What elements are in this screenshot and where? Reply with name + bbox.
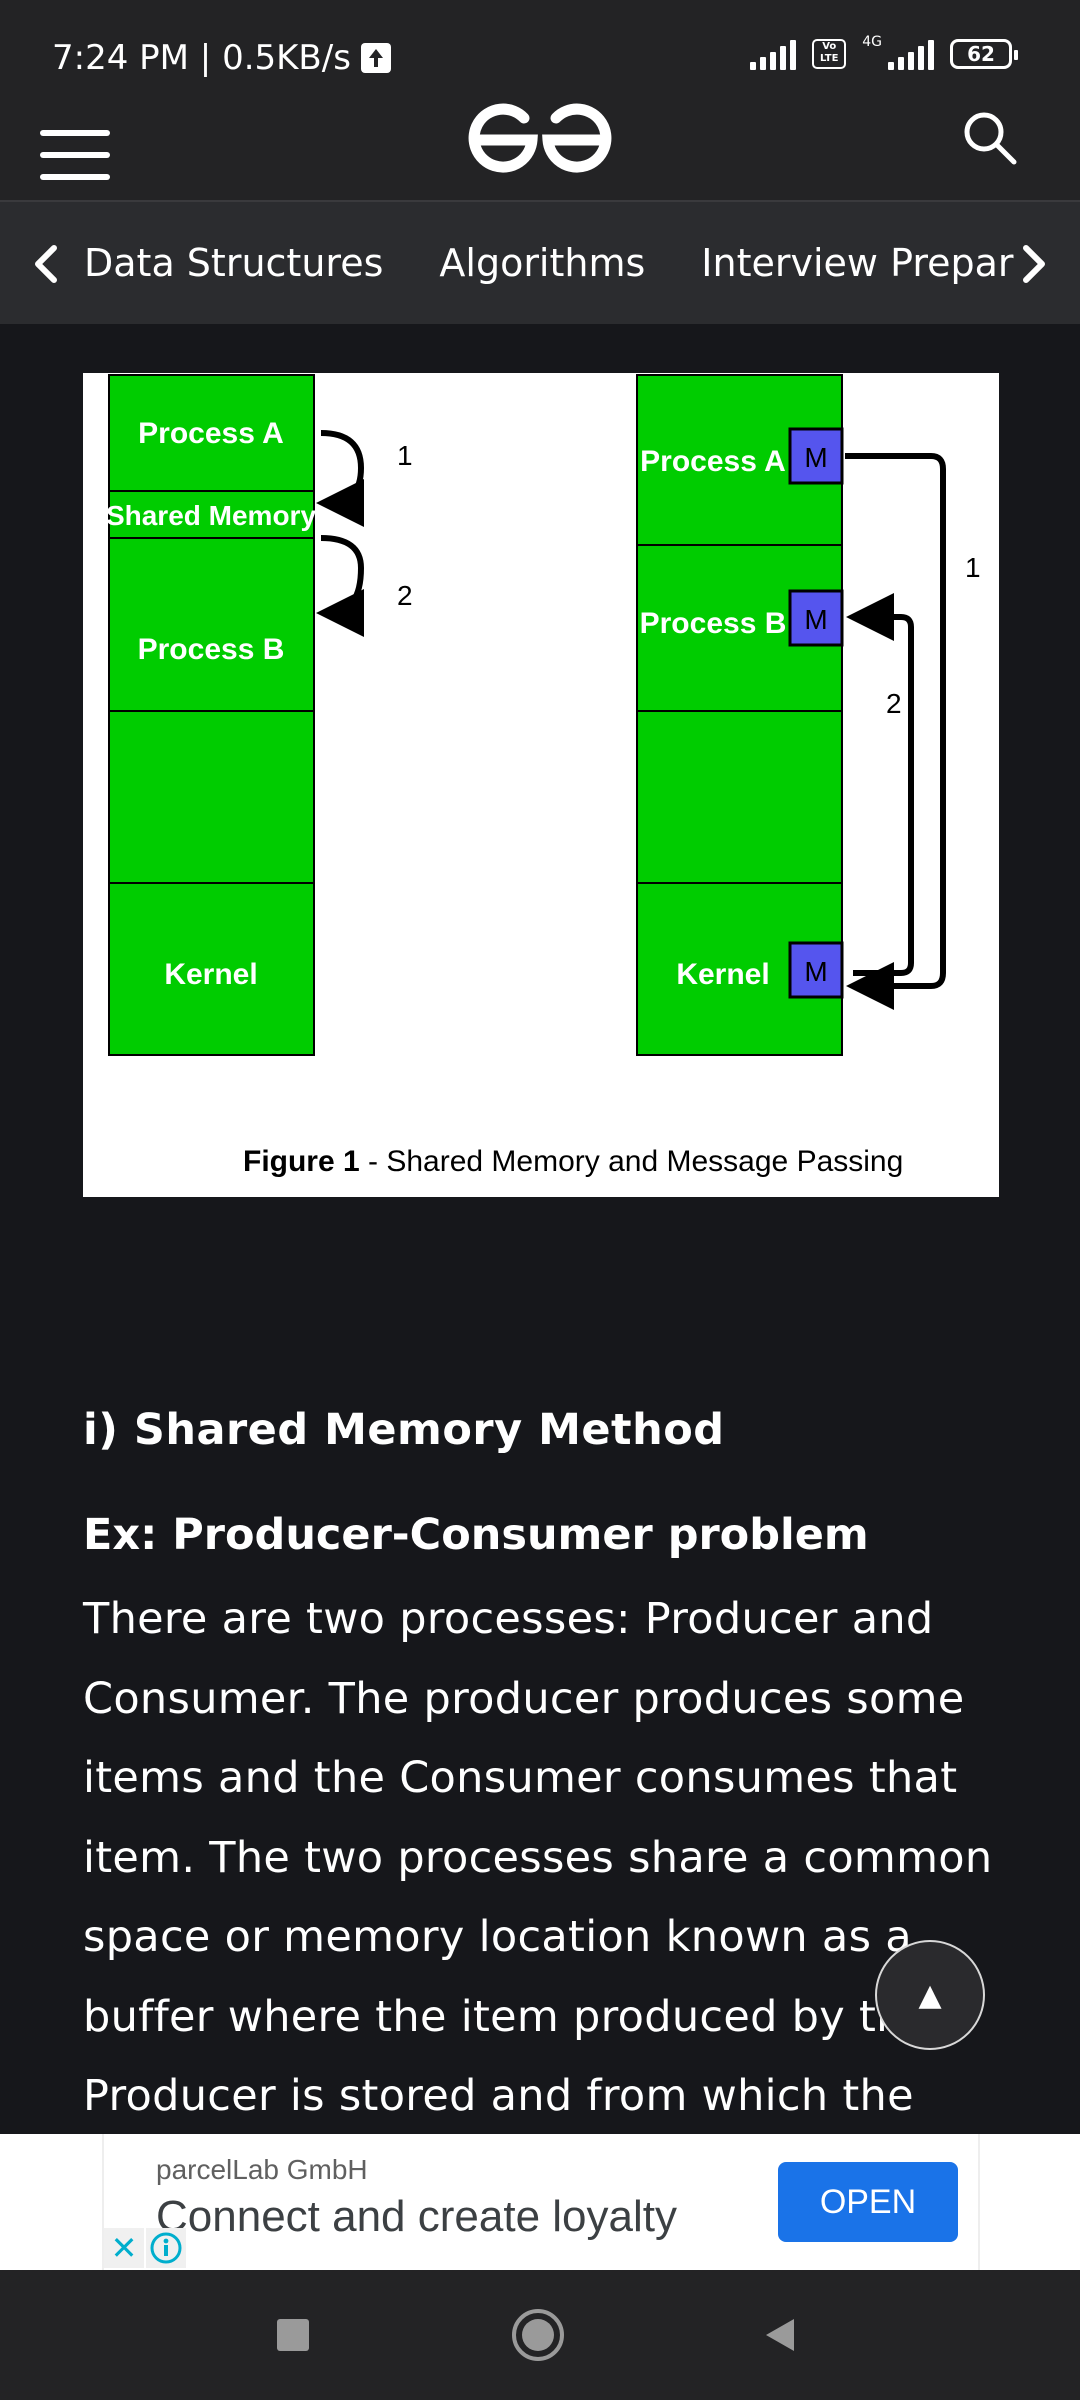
left-memory-column: Process A Shared Memory Process B Kernel: [106, 374, 316, 1056]
ad-banner[interactable]: parcelLab GmbH Connect and create loyalt…: [0, 2134, 1080, 2270]
left-process-b-label: Process B: [138, 633, 285, 666]
hamburger-menu-icon[interactable]: [40, 130, 110, 182]
section-heading: i) Shared Memory Method: [83, 1405, 725, 1455]
category-nav: Data Structures Algorithms Interview Pre…: [0, 202, 1080, 324]
figure-caption-bold: Figure 1: [243, 1145, 360, 1178]
category-list: Data Structures Algorithms Interview Pre…: [84, 202, 1014, 324]
ad-headline[interactable]: Connect and create loyalty: [156, 2192, 677, 2241]
right-arrow-2-label: 2: [886, 688, 902, 719]
right-process-b-label: Process B: [640, 607, 787, 640]
left-shared-memory-label: Shared Memory: [106, 500, 316, 531]
category-item-data-structures[interactable]: Data Structures: [84, 241, 384, 285]
battery-icon: 62: [950, 39, 1018, 69]
ad-open-button[interactable]: OPEN: [778, 2162, 958, 2242]
right-arrow-1-label: 1: [965, 552, 981, 583]
back-icon[interactable]: [750, 2305, 810, 2365]
article-body: i) Shared Memory Method Ex: Producer-Con…: [83, 1400, 1013, 2121]
status-time-speed: 7:24 PM | 0.5KB/s: [52, 38, 351, 78]
figure-caption-rest: - Shared Memory and Message Passing: [360, 1145, 904, 1178]
volte-icon: Vo LTE: [812, 39, 847, 69]
right-process-a-label: Process A: [640, 445, 786, 478]
ad-info-icon[interactable]: [146, 2228, 186, 2268]
left-arrow-1-label: 1: [397, 440, 413, 471]
scroll-to-top-button[interactable]: ▲: [875, 1940, 985, 2050]
upload-icon: [360, 43, 391, 73]
chevron-left-icon[interactable]: [30, 242, 60, 286]
message-box-kernel-label: M: [804, 956, 827, 987]
arrow-up-icon: ▲: [918, 1977, 942, 2013]
battery-level: 62: [967, 42, 995, 66]
message-box-a: [788, 427, 844, 485]
category-item-interview-preparation[interactable]: Interview Preparati: [701, 241, 1014, 285]
figure-diagram: Process A Shared Memory Process B Kernel…: [106, 374, 981, 1178]
home-icon[interactable]: [508, 2305, 568, 2365]
chevron-right-icon[interactable]: [1020, 242, 1050, 286]
left-arrow-2-label: 2: [397, 580, 413, 611]
recents-icon[interactable]: [263, 2305, 323, 2365]
figure-shared-memory-message-passing: Process A Shared Memory Process B Kernel…: [83, 373, 999, 1197]
status-left: 7:24 PM | 0.5KB/s: [52, 38, 391, 78]
figure-caption: Figure 1 - Shared Memory and Message Pas…: [243, 1145, 903, 1178]
example-heading: Ex: Producer-Consumer problem: [83, 1510, 869, 1560]
left-process-a-label: Process A: [138, 417, 284, 450]
message-box-b: [788, 589, 844, 647]
category-item-algorithms[interactable]: Algorithms: [439, 241, 646, 285]
message-box-kernel: [788, 941, 844, 999]
right-arrows: 1 2: [845, 453, 981, 1010]
network-type: 4G: [862, 34, 882, 50]
message-box-b-label: M: [804, 604, 827, 635]
geeksforgeeks-logo-icon[interactable]: [462, 90, 618, 180]
system-nav-bar: [0, 2270, 1080, 2400]
left-kernel-label: Kernel: [164, 958, 257, 991]
message-box-a-label: M: [804, 442, 827, 473]
status-bar: 7:24 PM | 0.5KB/s Vo LTE 4G 62: [0, 0, 1080, 90]
status-right: Vo LTE 4G 62: [750, 34, 1018, 70]
article-paragraph: There are two processes: Producer and Co…: [83, 1594, 993, 2121]
right-memory-column: Process A Process B Kernel M M M: [636, 374, 844, 1056]
signal-2-icon: [888, 38, 934, 70]
right-kernel-label: Kernel: [676, 958, 769, 991]
ad-close-icon[interactable]: ✕: [104, 2228, 144, 2268]
ad-frame: [102, 2134, 980, 2270]
search-icon[interactable]: [960, 108, 1020, 168]
ad-company: parcelLab GmbH: [156, 2154, 368, 2185]
signal-1-icon: [750, 38, 797, 70]
left-arrows: 1 2: [316, 430, 413, 637]
app-header: [0, 90, 1080, 202]
